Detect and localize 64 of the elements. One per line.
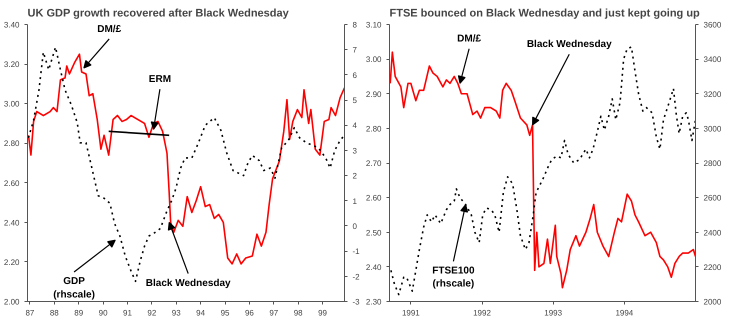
y-tick-label: 3.10 bbox=[366, 20, 382, 30]
y-tick-label: 2.40 bbox=[4, 218, 20, 228]
annotation: DM/£ bbox=[97, 24, 122, 35]
x-tick-label: 98 bbox=[294, 308, 304, 318]
y2-tick-label: 3600 bbox=[704, 20, 722, 30]
x-tick-label: 1992 bbox=[473, 308, 492, 318]
x-tick-label: 1994 bbox=[615, 308, 634, 318]
x-tick-label: 88 bbox=[50, 308, 60, 318]
annotation: GDP (rhscale) bbox=[53, 276, 95, 300]
y2-tick-label: 8 bbox=[352, 20, 358, 30]
chart-title: FTSE bounced on Black Wednesday and just kept going up bbox=[390, 8, 700, 20]
y2-tick-label: 3000 bbox=[704, 124, 722, 134]
y2-tick-label: 1 bbox=[352, 196, 358, 206]
y2-tick-label: 2800 bbox=[704, 159, 722, 168]
y-tick-label: 3.40 bbox=[4, 20, 20, 30]
x-tick-label: 94 bbox=[196, 308, 206, 318]
y2-tick-label: 2 bbox=[352, 172, 358, 181]
y-tick-label: 2.80 bbox=[366, 124, 382, 134]
y2-tick-label: 2200 bbox=[704, 262, 722, 272]
y-tick-label: 2.20 bbox=[4, 258, 20, 267]
y-tick-label: 2.60 bbox=[4, 178, 20, 188]
y-tick-label: 2.80 bbox=[4, 139, 20, 148]
y2-tick-label: 2600 bbox=[704, 194, 722, 203]
y2-tick-label: 3 bbox=[352, 146, 358, 156]
x-tick-label: 93 bbox=[172, 308, 182, 318]
y2-tick-label: 3400 bbox=[704, 55, 722, 64]
y2-tick-label: 4 bbox=[352, 121, 358, 130]
y-tick-label: 3.00 bbox=[366, 55, 382, 64]
x-tick-label: 92 bbox=[147, 308, 157, 318]
x-tick-label: 89 bbox=[74, 308, 84, 318]
y-tick-label: 2.70 bbox=[366, 159, 382, 168]
y2-tick-label: 6 bbox=[352, 70, 358, 80]
annotation: ERM bbox=[148, 74, 172, 86]
y2-tick-label: 2400 bbox=[704, 228, 722, 238]
y-tick-label: 2.40 bbox=[366, 262, 382, 272]
annotation: FTSE100 (rhscale) bbox=[432, 265, 475, 290]
annotation: DM/£ bbox=[457, 34, 482, 45]
y-tick-label: 3.20 bbox=[4, 60, 20, 70]
x-tick-label: 1993 bbox=[544, 308, 563, 318]
y2-tick-label: -2 bbox=[352, 272, 360, 282]
y-tick-label: 2.90 bbox=[366, 90, 382, 99]
x-tick-label: 90 bbox=[98, 308, 108, 318]
x-tick-label: 99 bbox=[318, 308, 328, 318]
x-tick-label: 91 bbox=[123, 308, 132, 318]
annotation: Black Wednesday bbox=[526, 39, 612, 50]
chart-title: UK GDP growth recovered after Black Wednesday bbox=[28, 8, 290, 20]
y2-tick-label: 2000 bbox=[704, 298, 722, 306]
x-tick-label: 87 bbox=[25, 308, 35, 318]
y-tick-label: 2.30 bbox=[366, 298, 382, 306]
y2-tick-label: 3200 bbox=[704, 90, 722, 99]
y2-tick-label: 0 bbox=[352, 222, 358, 231]
y-tick-label: 3.00 bbox=[4, 100, 20, 109]
y2-tick-label: 5 bbox=[352, 96, 358, 106]
y-tick-label: 2.50 bbox=[366, 228, 382, 238]
y2-tick-label: -3 bbox=[352, 298, 360, 306]
y-tick-label: 2.00 bbox=[4, 298, 20, 306]
y-tick-label: 2.60 bbox=[366, 194, 382, 203]
y2-tick-label: 7 bbox=[352, 46, 358, 55]
annotation: Black Wednesday bbox=[146, 278, 232, 289]
x-tick-label: 97 bbox=[269, 308, 279, 318]
x-tick-label: 95 bbox=[220, 308, 230, 318]
x-tick-label: 1991 bbox=[402, 308, 420, 318]
x-tick-label: 96 bbox=[244, 308, 254, 318]
y2-tick-label: -1 bbox=[352, 247, 360, 256]
